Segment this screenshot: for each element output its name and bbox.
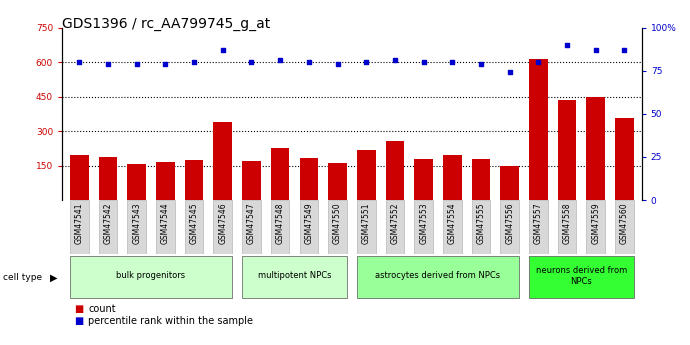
- Text: cell type: cell type: [3, 273, 43, 282]
- Point: [275, 58, 286, 63]
- Text: GSM47549: GSM47549: [304, 203, 313, 244]
- Bar: [299, 158, 318, 200]
- Text: GDS1396 / rc_AA799745_g_at: GDS1396 / rc_AA799745_g_at: [62, 17, 270, 31]
- Text: GSM47548: GSM47548: [276, 203, 285, 244]
- Text: GSM47553: GSM47553: [419, 203, 428, 244]
- FancyBboxPatch shape: [443, 200, 462, 254]
- Point: [246, 59, 257, 65]
- Text: GSM47559: GSM47559: [591, 203, 600, 244]
- Text: ▶: ▶: [50, 273, 57, 283]
- Point: [188, 59, 199, 65]
- Text: bulk progenitors: bulk progenitors: [117, 272, 186, 280]
- Text: GSM47544: GSM47544: [161, 203, 170, 244]
- FancyBboxPatch shape: [472, 200, 491, 254]
- Point: [447, 59, 458, 65]
- Bar: [271, 148, 290, 200]
- Text: GSM47558: GSM47558: [562, 203, 571, 244]
- FancyBboxPatch shape: [328, 200, 347, 254]
- Point: [389, 58, 400, 63]
- FancyBboxPatch shape: [529, 256, 634, 298]
- Bar: [414, 159, 433, 200]
- Point: [590, 47, 601, 53]
- FancyBboxPatch shape: [242, 200, 261, 254]
- Bar: [128, 165, 146, 200]
- Point: [504, 70, 515, 75]
- Bar: [213, 122, 232, 200]
- Text: ■: ■: [75, 304, 83, 314]
- Point: [619, 47, 630, 53]
- Point: [74, 59, 85, 65]
- FancyBboxPatch shape: [99, 200, 117, 254]
- FancyBboxPatch shape: [70, 200, 88, 254]
- Point: [418, 59, 429, 65]
- Point: [131, 61, 142, 67]
- Text: GSM47547: GSM47547: [247, 203, 256, 244]
- Point: [160, 61, 171, 67]
- Text: GSM47542: GSM47542: [104, 203, 112, 244]
- FancyBboxPatch shape: [615, 200, 634, 254]
- FancyBboxPatch shape: [357, 200, 375, 254]
- Text: GSM47543: GSM47543: [132, 203, 141, 244]
- Bar: [185, 160, 204, 200]
- FancyBboxPatch shape: [128, 200, 146, 254]
- FancyBboxPatch shape: [386, 200, 404, 254]
- Point: [332, 61, 343, 67]
- Point: [475, 61, 486, 67]
- Bar: [586, 97, 605, 200]
- Text: GSM47560: GSM47560: [620, 203, 629, 244]
- Bar: [386, 141, 404, 200]
- Bar: [357, 150, 375, 200]
- Text: GSM47541: GSM47541: [75, 203, 83, 244]
- FancyBboxPatch shape: [271, 200, 290, 254]
- FancyBboxPatch shape: [185, 200, 204, 254]
- Text: GSM47545: GSM47545: [190, 203, 199, 244]
- Text: GSM47546: GSM47546: [218, 203, 227, 244]
- Bar: [242, 161, 261, 200]
- FancyBboxPatch shape: [242, 256, 347, 298]
- Point: [304, 59, 315, 65]
- Point: [361, 59, 372, 65]
- FancyBboxPatch shape: [357, 256, 519, 298]
- FancyBboxPatch shape: [586, 200, 605, 254]
- FancyBboxPatch shape: [529, 200, 548, 254]
- Bar: [328, 162, 347, 200]
- Text: GSM47556: GSM47556: [505, 203, 514, 244]
- Text: ■: ■: [75, 316, 83, 326]
- FancyBboxPatch shape: [213, 200, 232, 254]
- Bar: [472, 159, 491, 200]
- Text: neurons derived from
NPCs: neurons derived from NPCs: [536, 266, 627, 286]
- Text: GSM47550: GSM47550: [333, 203, 342, 244]
- FancyBboxPatch shape: [558, 200, 576, 254]
- Point: [533, 59, 544, 65]
- Text: GSM47552: GSM47552: [391, 203, 400, 244]
- Point: [103, 61, 114, 67]
- Text: percentile rank within the sample: percentile rank within the sample: [88, 316, 253, 326]
- Bar: [443, 155, 462, 200]
- Bar: [156, 162, 175, 200]
- FancyBboxPatch shape: [500, 200, 519, 254]
- Point: [562, 42, 573, 48]
- Text: GSM47557: GSM47557: [534, 203, 543, 244]
- Bar: [529, 59, 548, 200]
- FancyBboxPatch shape: [70, 256, 232, 298]
- Text: count: count: [88, 304, 116, 314]
- Text: multipotent NPCs: multipotent NPCs: [258, 272, 331, 280]
- Text: GSM47554: GSM47554: [448, 203, 457, 244]
- Text: GSM47555: GSM47555: [477, 203, 486, 244]
- Bar: [99, 157, 117, 200]
- Text: astrocytes derived from NPCs: astrocytes derived from NPCs: [375, 272, 500, 280]
- Text: GSM47551: GSM47551: [362, 203, 371, 244]
- Bar: [558, 100, 576, 200]
- Bar: [615, 118, 634, 200]
- Bar: [500, 166, 519, 200]
- Point: [217, 47, 228, 53]
- FancyBboxPatch shape: [414, 200, 433, 254]
- FancyBboxPatch shape: [156, 200, 175, 254]
- Bar: [70, 155, 88, 200]
- FancyBboxPatch shape: [299, 200, 318, 254]
